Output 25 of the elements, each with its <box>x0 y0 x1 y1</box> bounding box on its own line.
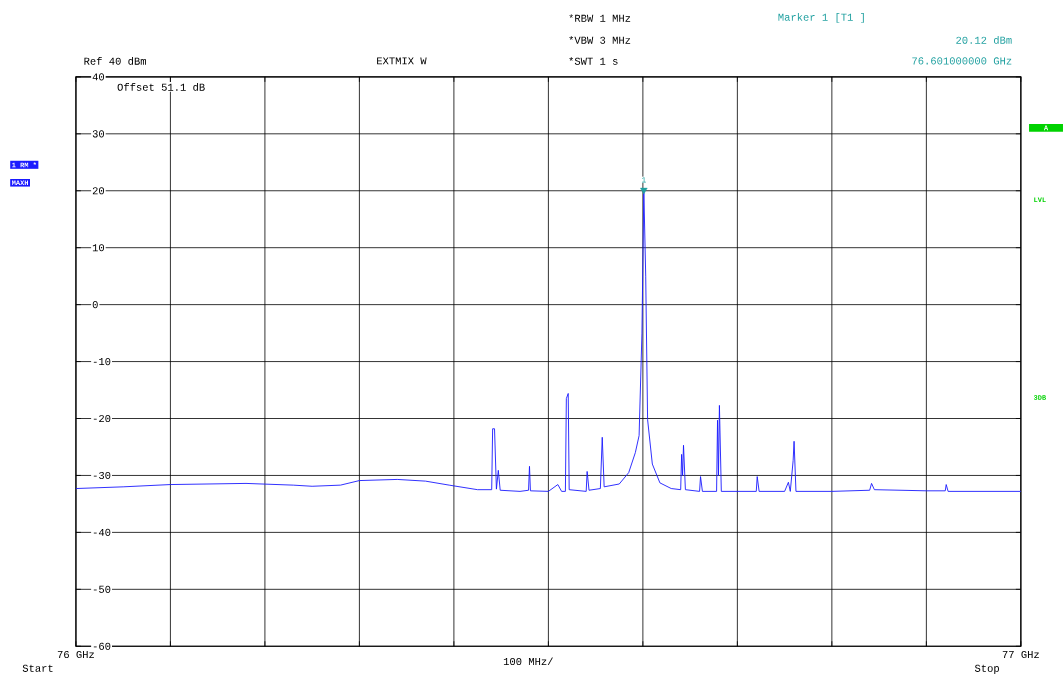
x-tick-label: 76 GHz <box>57 650 94 659</box>
text: *SWT 1 s <box>569 57 618 65</box>
text: Marker 1 [T1 ] <box>778 13 864 23</box>
y-tick-label: 0 <box>92 301 98 309</box>
y-tick-label: -40 <box>93 528 111 536</box>
text: 76.601000000 GHz <box>912 57 1012 65</box>
text: Stop <box>974 664 999 674</box>
text: Ref 40 dBm <box>84 57 146 65</box>
text: Start <box>22 664 53 672</box>
y-tick-label: 40 <box>92 73 105 81</box>
y-tick-label: -30 <box>93 471 111 480</box>
y-tick-label: -20 <box>93 414 111 423</box>
text: 20.12 dBm <box>956 36 1012 44</box>
text: 100 MHz/ <box>503 657 553 666</box>
annotation: Offset 51.1 dB <box>117 83 205 91</box>
y-tick-label: -10 <box>93 358 111 366</box>
y-tick-label: -50 <box>93 585 111 593</box>
y-tick-label: 20 <box>92 187 105 195</box>
y-tick-label: -60 <box>93 642 111 650</box>
x-tick-label: 77 GHz <box>1002 650 1039 659</box>
y-tick-label: 30 <box>92 130 105 138</box>
text: *VBW 3 MHz <box>569 36 631 44</box>
y-tick-label: 10 <box>92 244 105 252</box>
text: *RBW 1 MHz <box>569 14 631 22</box>
text: EXTMIX W <box>377 57 427 65</box>
